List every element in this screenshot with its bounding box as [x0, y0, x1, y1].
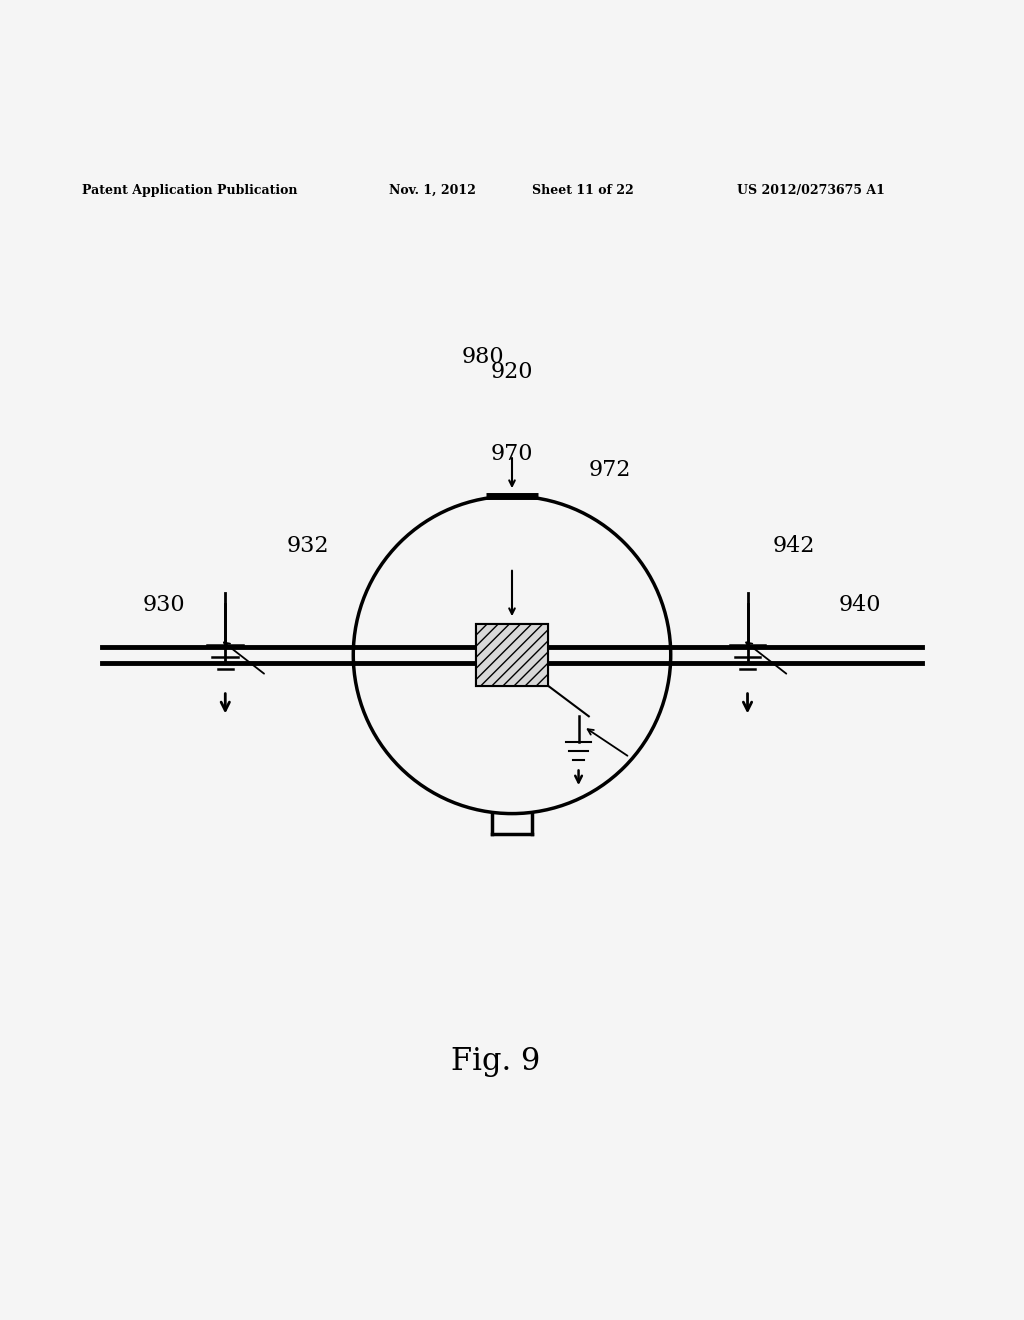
Text: 932: 932: [287, 536, 330, 557]
Text: 930: 930: [142, 594, 185, 616]
Bar: [476, 624, 548, 685]
Text: 920: 920: [490, 362, 534, 383]
Text: 942: 942: [773, 536, 815, 557]
Text: US 2012/0273675 A1: US 2012/0273675 A1: [737, 183, 885, 197]
Text: Patent Application Publication: Patent Application Publication: [82, 183, 297, 197]
Bar: [476, 624, 548, 685]
Text: Sheet 11 of 22: Sheet 11 of 22: [532, 183, 634, 197]
Text: 972: 972: [589, 458, 631, 480]
Text: 940: 940: [839, 594, 882, 616]
Bar: [476, 624, 548, 685]
Text: Nov. 1, 2012: Nov. 1, 2012: [389, 183, 476, 197]
Text: Fig. 9: Fig. 9: [451, 1045, 540, 1077]
Text: 970: 970: [490, 444, 534, 466]
Text: 980: 980: [462, 346, 505, 368]
